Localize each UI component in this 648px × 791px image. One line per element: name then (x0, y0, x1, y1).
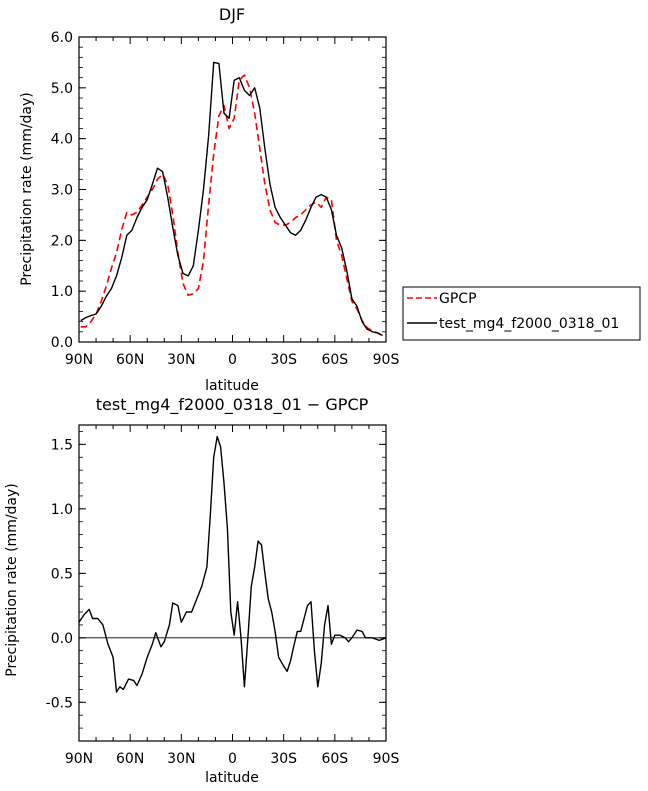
top-x-tick-label: 30S (270, 352, 297, 368)
top-x-tick-label: 0 (228, 352, 237, 368)
top-y-tick-label: 6.0 (51, 30, 73, 46)
bottom-x-tick-label: 90S (373, 751, 400, 767)
legend: GPCP test_mg4_f2000_0318_01 (402, 286, 641, 341)
top-series-line-test-mg4-f2000-0318-01 (80, 61, 383, 337)
bottom-chart-title: test_mg4_f2000_0318_01 − GPCP (96, 395, 369, 415)
top-y-tick-label: 3.0 (51, 183, 73, 199)
legend-model-label: test_mg4_f2000_0318_01 (439, 316, 619, 332)
top-x-tick-label: 60N (116, 352, 144, 368)
bottom-x-tick-label: 30N (167, 751, 195, 767)
bottom-x-tick-label: 30S (270, 751, 297, 767)
bottom-y-tick-label: 1.5 (51, 437, 73, 453)
top-x-tick-label: 90S (373, 352, 400, 368)
top-plot-frame (78, 36, 387, 343)
top-x-tick-label: 30N (167, 352, 195, 368)
bottom-plot-area: 90N 60N 30N 0 30S 60S 90S -0.5 0.0 0.5 1.0 1.5 (46, 424, 400, 767)
top-x-tick-label: 90N (65, 352, 93, 368)
bottom-x-tick-label: 0 (228, 751, 237, 767)
top-panel: DJF Precipitation rate (mm/day) latitude… (19, 5, 399, 394)
bottom-series-line-0 (78, 435, 387, 693)
bottom-y-tick-label: 0.0 (51, 631, 73, 647)
top-y-tick-label: 2.0 (51, 233, 73, 249)
top-y-axis-label: Precipitation rate (mm/day) (19, 92, 35, 286)
top-x-axis-label: latitude (205, 378, 259, 394)
top-y-tick-label: 4.0 (51, 132, 73, 148)
top-y-tick-label: 5.0 (51, 81, 73, 97)
legend-box (402, 286, 641, 341)
bottom-y-tick-label: 0.5 (51, 566, 73, 582)
bottom-x-tick-label: 60S (321, 751, 348, 767)
top-y-tick-label: 1.0 (51, 284, 73, 300)
bottom-x-tick-label: 90N (65, 751, 93, 767)
top-plot-area: 90N 60N 30N 0 30S 60S 90S 0.0 1.0 2.0 3.0 4.0 5.0 6.0 (51, 30, 400, 368)
legend-gpcp-label: GPCP (439, 291, 477, 307)
top-chart-title: DJF (219, 5, 245, 24)
bottom-plot-frame (78, 424, 387, 742)
bottom-y-tick-label: 1.0 (51, 502, 73, 518)
top-y-tick-label: 0.0 (51, 335, 73, 351)
top-series-line-gpcp (80, 74, 384, 337)
top-x-tick-label: 60S (321, 352, 348, 368)
bottom-y-axis-label: Precipitation rate (mm/day) (4, 483, 20, 677)
bottom-x-tick-label: 60N (116, 751, 144, 767)
bottom-panel: test_mg4_f2000_0318_01 − GPCP Precipitat… (4, 395, 399, 786)
bottom-x-axis-label: latitude (205, 770, 259, 786)
bottom-y-tick-label: -0.5 (46, 695, 73, 711)
